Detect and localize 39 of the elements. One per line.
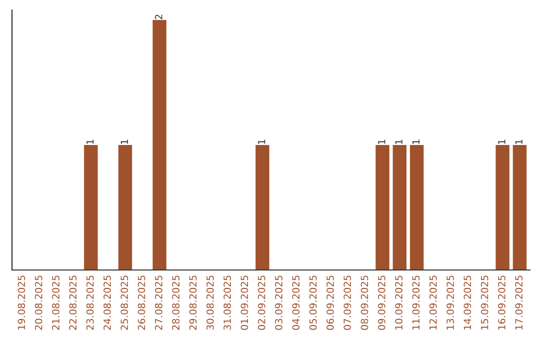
x-tick-label: 03.09.2025 xyxy=(275,276,282,330)
x-tick-label: 12.09.2025 xyxy=(429,276,437,330)
x-tick-label: 17.09.2025 xyxy=(515,276,523,330)
x-tick-label: 25.08.2025 xyxy=(120,276,128,330)
x-tick-label: 01.09.2025 xyxy=(240,276,248,330)
x-tick-label: 27.08.2025 xyxy=(154,276,162,330)
x-tick-label: 14.09.2025 xyxy=(464,276,472,330)
x-tick-label: 02.09.2025 xyxy=(258,276,266,330)
x-tick-label: 30.08.2025 xyxy=(206,276,214,330)
x-tick-label: 05.09.2025 xyxy=(309,276,317,330)
x-tick-label: 16.09.2025 xyxy=(498,276,506,330)
data-label: 1 xyxy=(515,140,522,144)
data-label: 1 xyxy=(412,140,420,144)
data-label: 1 xyxy=(395,140,402,144)
x-tick-label: 19.08.2025 xyxy=(18,276,26,330)
x-tick-label: 29.08.2025 xyxy=(189,276,197,330)
data-label: 1 xyxy=(86,140,94,144)
x-tick-label: 21.08.2025 xyxy=(52,276,60,330)
x-tick-label: 10.09.2025 xyxy=(395,276,402,330)
x-tick-label: 22.08.2025 xyxy=(69,276,77,330)
data-label: 1 xyxy=(498,140,506,144)
data-label: 1 xyxy=(258,140,266,144)
x-tick-label: 04.09.2025 xyxy=(292,276,300,330)
x-tick-label: 31.08.2025 xyxy=(224,276,231,330)
x-tick-label: 15.09.2025 xyxy=(480,276,488,330)
x-tick-label: 26.08.2025 xyxy=(138,276,146,330)
x-tick-label: 11.09.2025 xyxy=(412,276,420,330)
x-tick-label: 28.08.2025 xyxy=(172,276,180,330)
x-tick-label: 20.08.2025 xyxy=(34,276,42,330)
x-tick-label: 09.09.2025 xyxy=(378,276,386,330)
x-tick-label: 06.09.2025 xyxy=(326,276,334,330)
x-tick-label: 23.08.2025 xyxy=(86,276,94,330)
x-tick-label: 08.09.2025 xyxy=(360,276,368,330)
data-label: 2 xyxy=(154,14,162,20)
x-tick-label: 13.09.2025 xyxy=(446,276,454,330)
x-tick-label: 24.08.2025 xyxy=(104,276,111,330)
x-tick-label: 07.09.2025 xyxy=(344,276,352,330)
data-label: 1 xyxy=(120,140,128,144)
data-label: 1 xyxy=(378,140,386,144)
